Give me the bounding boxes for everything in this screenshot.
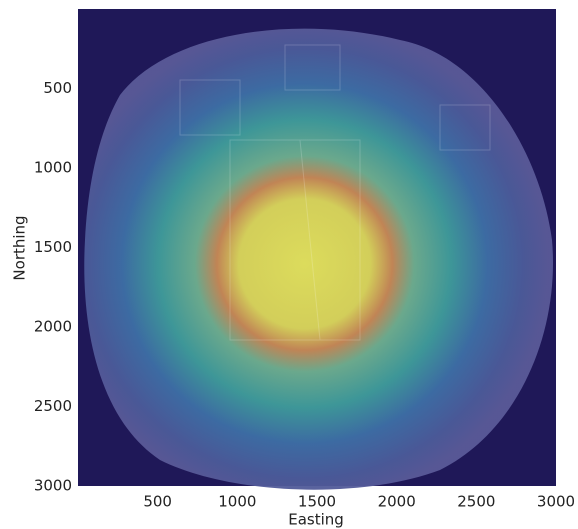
heatmap xyxy=(84,29,553,490)
x-tick-label: 1000 xyxy=(218,493,256,511)
x-tick-label: 3000 xyxy=(537,493,575,511)
y-axis-label: Northing xyxy=(11,215,29,280)
x-axis-label: Easting xyxy=(288,511,344,529)
x-tick-label: 2000 xyxy=(378,493,416,511)
x-tick-label: 1500 xyxy=(298,493,336,511)
y-tick-label: 500 xyxy=(43,79,72,97)
y-tick-label: 1500 xyxy=(34,238,72,256)
x-tick-label: 500 xyxy=(143,493,172,511)
y-tick-label: 3000 xyxy=(34,477,72,495)
y-tick-label: 1000 xyxy=(34,159,72,177)
chart: Easting Northing 500 1000 1500 2000 2500 3000… xyxy=(0,0,578,529)
y-tick-label: 2500 xyxy=(34,397,72,415)
x-tick-label: 2500 xyxy=(457,493,495,511)
y-tick-label: 2000 xyxy=(34,318,72,336)
plot-area xyxy=(78,9,556,490)
